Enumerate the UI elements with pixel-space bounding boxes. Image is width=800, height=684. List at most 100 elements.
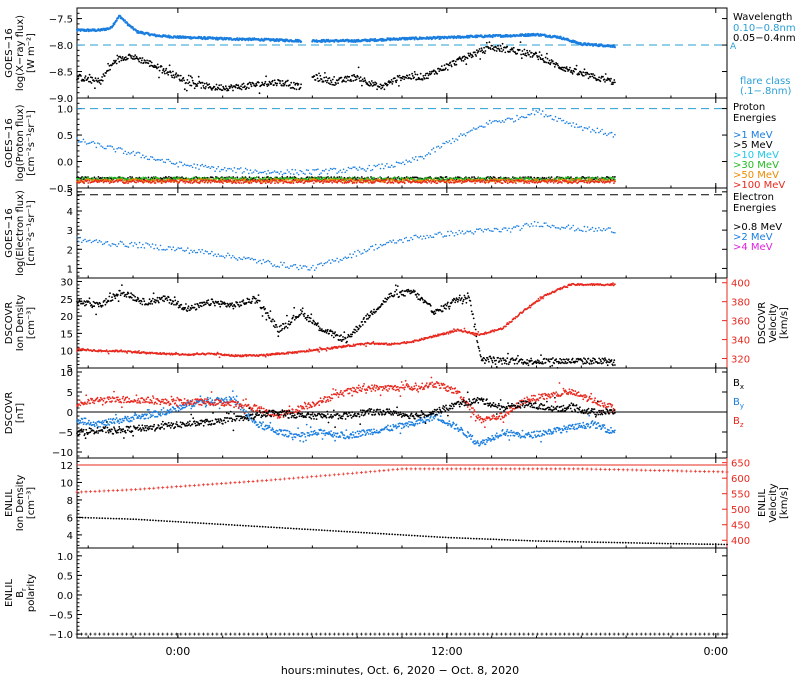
data-point bbox=[613, 232, 615, 234]
data-point bbox=[609, 227, 611, 229]
data-point bbox=[247, 179, 249, 181]
data-point bbox=[609, 132, 611, 134]
data-point bbox=[166, 249, 168, 251]
data-point bbox=[357, 169, 359, 171]
data-point bbox=[222, 169, 224, 171]
data-point bbox=[102, 146, 104, 148]
data-point bbox=[512, 182, 514, 184]
data-point bbox=[345, 76, 347, 78]
data-point bbox=[514, 51, 516, 53]
data-point bbox=[423, 180, 425, 182]
data-point bbox=[393, 166, 395, 168]
data-point bbox=[588, 229, 590, 231]
data-point bbox=[207, 299, 209, 301]
data-point bbox=[352, 254, 354, 256]
data-point bbox=[91, 82, 93, 84]
data-point bbox=[271, 263, 273, 265]
data-point bbox=[118, 147, 120, 149]
data-point bbox=[341, 260, 343, 262]
data-point bbox=[317, 264, 319, 266]
data-point bbox=[460, 133, 462, 135]
data-point bbox=[168, 296, 170, 298]
data-point bbox=[129, 176, 131, 178]
data-point bbox=[312, 265, 314, 267]
data-point bbox=[423, 158, 425, 160]
data-point bbox=[102, 305, 104, 307]
data-point bbox=[519, 49, 521, 51]
data-point bbox=[511, 228, 513, 230]
data-point bbox=[235, 87, 237, 89]
data-point bbox=[467, 53, 469, 55]
data-point bbox=[216, 89, 218, 91]
legend-subtitle: Energies bbox=[733, 113, 776, 124]
data-point bbox=[202, 85, 204, 87]
data-point bbox=[173, 301, 175, 303]
data-point bbox=[140, 62, 142, 64]
data-point bbox=[471, 232, 473, 234]
data-point bbox=[522, 180, 524, 182]
data-point bbox=[140, 157, 142, 159]
data-point bbox=[605, 73, 607, 75]
data-point bbox=[489, 230, 491, 232]
data-point bbox=[232, 255, 234, 257]
data-point bbox=[483, 231, 485, 233]
data-point bbox=[379, 177, 381, 179]
y-tick-label: 0.0 bbox=[57, 158, 73, 169]
data-point bbox=[134, 242, 136, 244]
data-point bbox=[299, 265, 301, 267]
data-point bbox=[375, 166, 377, 168]
data-point bbox=[403, 78, 405, 80]
data-point bbox=[373, 249, 375, 251]
data-point bbox=[528, 54, 530, 56]
data-point bbox=[588, 126, 590, 128]
data-point bbox=[239, 180, 241, 182]
data-point bbox=[450, 143, 452, 145]
data-point bbox=[134, 296, 136, 298]
data-point bbox=[190, 180, 192, 182]
data-point bbox=[494, 50, 496, 52]
data-point bbox=[221, 255, 223, 257]
data-point bbox=[184, 307, 186, 309]
data-point bbox=[352, 80, 354, 82]
data-point bbox=[98, 306, 100, 308]
data-point bbox=[165, 68, 167, 70]
data-point bbox=[465, 232, 467, 234]
data-point bbox=[158, 249, 160, 251]
data-point bbox=[325, 169, 327, 171]
data-point bbox=[142, 57, 144, 59]
data-point bbox=[317, 78, 319, 80]
data-point bbox=[240, 182, 242, 184]
data-point bbox=[147, 159, 149, 161]
data-point bbox=[427, 179, 429, 181]
data-point bbox=[231, 85, 233, 87]
data-point bbox=[151, 62, 153, 64]
data-point bbox=[115, 60, 117, 62]
data-point bbox=[256, 182, 258, 184]
data-point bbox=[348, 76, 350, 78]
data-point bbox=[359, 177, 361, 179]
data-point bbox=[131, 242, 133, 244]
data-point bbox=[379, 86, 381, 88]
data-point bbox=[479, 58, 481, 60]
data-point bbox=[80, 75, 82, 77]
data-point bbox=[124, 19, 126, 21]
y-axis-label: [W m⁻²] bbox=[26, 33, 37, 73]
data-point bbox=[542, 58, 544, 60]
data-point bbox=[478, 127, 480, 129]
data-point bbox=[549, 179, 551, 181]
data-point bbox=[468, 131, 470, 133]
data-point bbox=[293, 182, 295, 184]
data-point bbox=[613, 79, 615, 81]
data-point bbox=[541, 54, 543, 56]
data-point bbox=[256, 84, 258, 86]
data-point bbox=[250, 259, 252, 261]
data-point bbox=[184, 250, 186, 252]
data-point bbox=[183, 80, 185, 82]
data-point bbox=[600, 229, 602, 231]
data-point bbox=[331, 81, 333, 83]
data-point bbox=[126, 246, 128, 248]
data-point bbox=[449, 140, 451, 142]
data-point bbox=[593, 231, 595, 233]
data-point bbox=[143, 300, 145, 302]
data-point bbox=[163, 71, 165, 73]
